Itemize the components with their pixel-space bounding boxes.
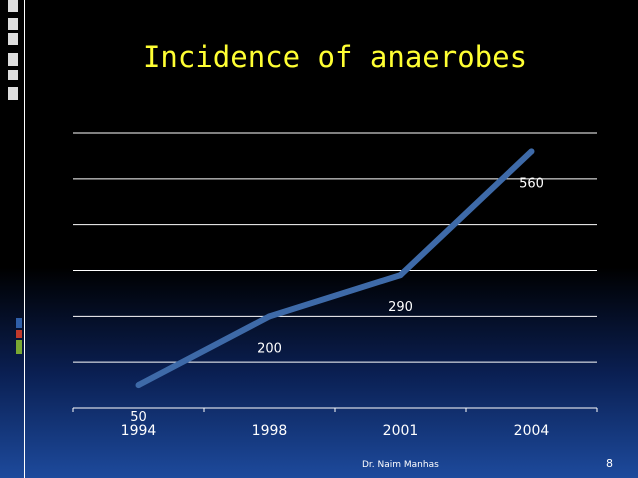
data-point — [266, 313, 273, 320]
data-label: 290 — [388, 300, 413, 315]
page-number: 8 — [606, 457, 613, 470]
slide-title: Incidence of anaerobes — [142, 40, 528, 74]
data-point — [397, 272, 404, 279]
data-label: 560 — [519, 176, 544, 191]
data-point — [528, 148, 535, 155]
footer-author: Dr. Naim Manhas — [362, 460, 439, 470]
x-tick-label: 2004 — [514, 423, 550, 439]
data-label: 200 — [257, 341, 282, 356]
data-point — [135, 382, 142, 389]
x-tick-label: 1998 — [252, 423, 288, 439]
x-tick-label: 2001 — [383, 423, 419, 439]
series-line — [137, 149, 534, 388]
decorative-color-blocks — [16, 318, 22, 354]
x-tick-label: 1994 — [121, 423, 157, 439]
left-divider-line — [24, 0, 25, 478]
decorative-stripes — [8, 0, 18, 100]
data-label: 50 — [130, 410, 147, 425]
